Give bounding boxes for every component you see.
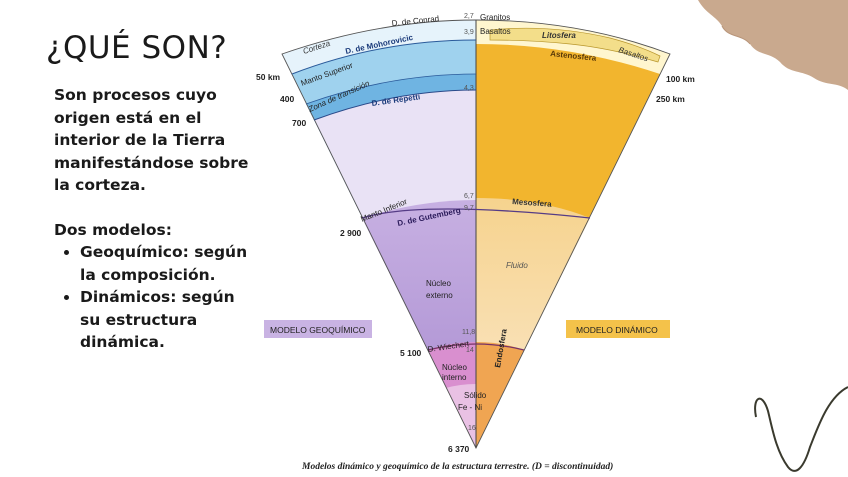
intro-paragraph: Son procesos cuyo origen está en el inte… — [54, 86, 249, 194]
density-label: 2,7 — [464, 13, 474, 20]
density-label: 6,7 — [464, 193, 474, 200]
geo-model-label-bg — [264, 320, 372, 338]
label-basaltos-top: Basaltos — [480, 27, 511, 36]
label-litosfera: Litosfera — [542, 31, 576, 40]
endosfera-layer — [476, 342, 524, 448]
dyn-model-label: MODELO DINÁMICO — [576, 325, 658, 335]
squiggle-line-decoration — [754, 386, 848, 472]
list-item-geoquimico: Geoquímico: según la composición. — [80, 241, 254, 286]
label-granitos: Granitos — [480, 13, 510, 22]
label-nucleo-externo-1: Núcleo — [426, 279, 451, 288]
depth-5100: 5 100 — [400, 348, 422, 358]
geo-model-label: MODELO GEOQUÍMICO — [270, 325, 366, 335]
torn-paper-decoration — [698, 0, 848, 90]
models-list: Geoquímico: según la composición. Dinámi… — [54, 241, 254, 354]
depth-2900: 2 900 — [340, 228, 362, 238]
density-label: 11,8 — [462, 329, 475, 336]
label-mesosfera: Mesosfera — [512, 197, 553, 209]
density-label: 9,7 — [464, 205, 474, 212]
label-nucleo-interno-1: Núcleo — [442, 363, 467, 372]
slide-title: ¿QUÉ SON? — [46, 30, 228, 66]
density-label: 16 — [468, 425, 476, 432]
earth-structure-diagram: 50 km 400 700 2 900 5 100 6 370 100 km 2… — [256, 13, 695, 472]
depth-100km: 100 km — [666, 74, 695, 84]
density-label: 14 — [466, 347, 474, 354]
depth-700: 700 — [292, 118, 306, 128]
models-heading: Dos modelos: — [54, 220, 172, 239]
dyn-model-label-bg — [566, 320, 670, 338]
label-nucleo-externo-2: externo — [426, 291, 453, 300]
depth-250km: 250 km — [656, 94, 685, 104]
density-label: 3,9 — [464, 29, 474, 36]
depth-400: 400 — [280, 94, 294, 104]
density-label: 4,3 — [464, 85, 474, 92]
depth-50km: 50 km — [256, 72, 281, 82]
slide-body: Son procesos cuyo origen está en el inte… — [54, 84, 254, 354]
label-fe-ni: Fe - Ni — [458, 403, 482, 412]
diagram-caption: Modelos dinámico y geoquímico de la estr… — [301, 461, 613, 472]
label-nucleo-interno-2: interno — [442, 373, 467, 382]
list-item-dinamico: Dinámicos: según su estructura dinámica. — [80, 286, 254, 354]
depth-6370: 6 370 — [448, 444, 470, 454]
label-solido: Sólido — [464, 391, 487, 400]
label-fluido: Fluido — [506, 261, 528, 270]
